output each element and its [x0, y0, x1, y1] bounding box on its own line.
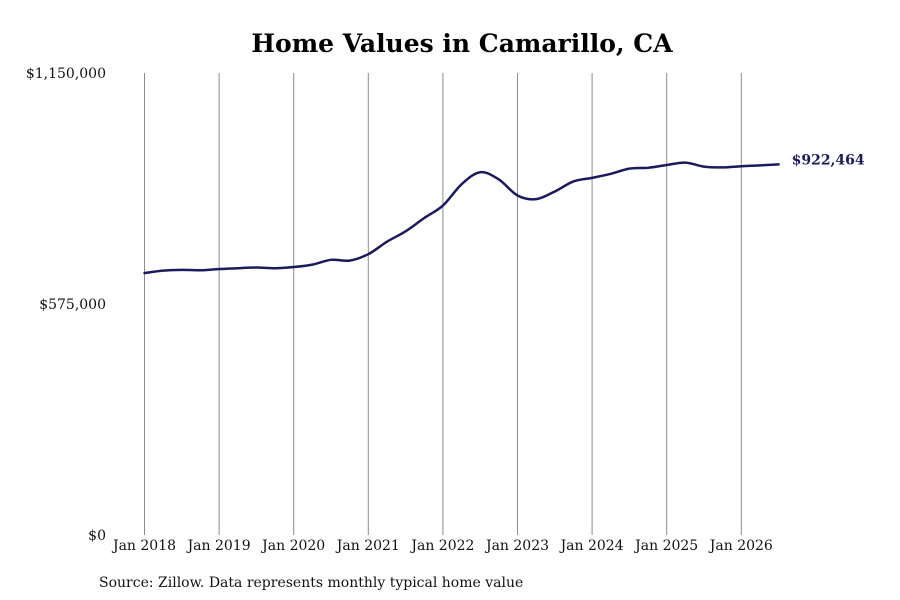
x-tick-label: Jan 2021: [335, 538, 400, 554]
gridlines: [144, 73, 742, 535]
x-tick-label: Jan 2023: [484, 538, 549, 554]
x-tick-label: Jan 2019: [186, 538, 251, 554]
x-tick-label: Jan 2022: [409, 538, 474, 554]
y-axis: $0 $575,000 $1,150,000: [26, 66, 106, 544]
source-note: Source: Zillow. Data represents monthly …: [99, 575, 523, 591]
x-tick-label: Jan 2024: [559, 538, 624, 554]
series-layer: [143, 161, 780, 275]
x-tick-label: Jan 2020: [260, 538, 325, 554]
y-tick-label: $575,000: [39, 297, 106, 313]
chart-title: Home Values in Camarillo, CA: [251, 29, 673, 58]
series-line: [143, 161, 780, 275]
y-tick-label: $0: [88, 528, 106, 544]
y-tick-label: $1,150,000: [26, 66, 106, 82]
x-tick-label: Jan 2025: [633, 538, 698, 554]
x-axis: Jan 2018 Jan 2019 Jan 2020 Jan 2021 Jan 2022…: [111, 538, 773, 554]
x-tick-label: Jan 2018: [111, 538, 176, 554]
end-value-label: $922,464: [792, 152, 865, 168]
x-tick-label: Jan 2026: [708, 538, 773, 554]
